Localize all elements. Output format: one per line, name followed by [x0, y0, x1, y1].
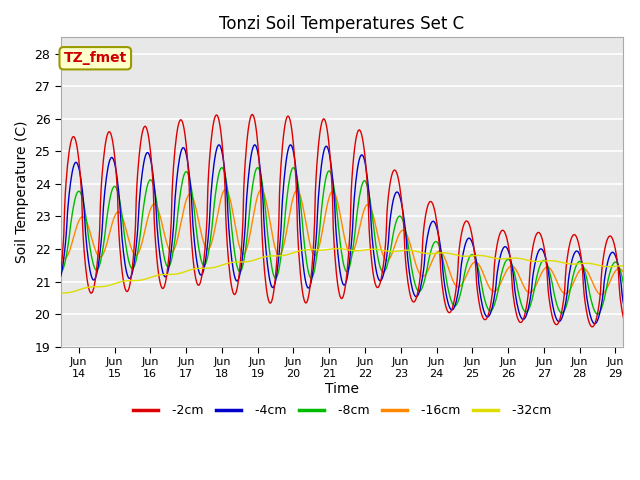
Y-axis label: Soil Temperature (C): Soil Temperature (C) — [15, 121, 29, 263]
Title: Tonzi Soil Temperatures Set C: Tonzi Soil Temperatures Set C — [219, 15, 464, 33]
Text: TZ_fmet: TZ_fmet — [63, 51, 127, 65]
X-axis label: Time: Time — [324, 382, 358, 396]
Legend:  -2cm,  -4cm,  -8cm,  -16cm,  -32cm: -2cm, -4cm, -8cm, -16cm, -32cm — [127, 399, 556, 422]
